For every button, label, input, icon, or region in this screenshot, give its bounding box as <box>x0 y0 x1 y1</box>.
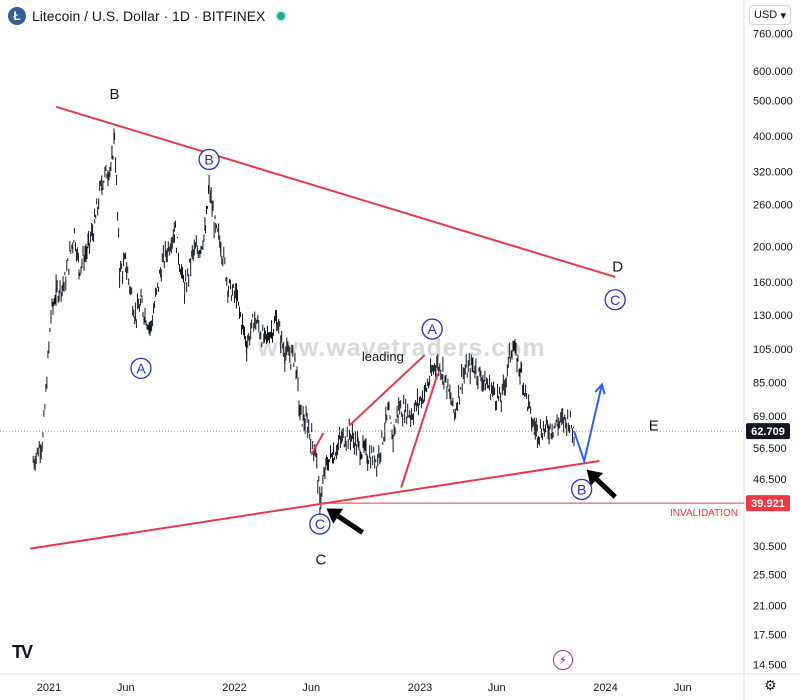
y-tick-label: 25.500 <box>753 570 787 582</box>
y-tick-label: 260.000 <box>753 200 793 212</box>
y-tick-label: 160.000 <box>753 277 793 289</box>
trendline <box>55 105 616 278</box>
y-tick-label: 130.000 <box>753 310 793 322</box>
wave-label: D <box>612 259 623 276</box>
y-tick-label: 600.000 <box>753 66 793 78</box>
y-tick-label: 320.000 <box>753 166 793 178</box>
y-tick-label: 760.000 <box>753 29 793 41</box>
y-tick-label: 30.500 <box>753 541 787 553</box>
y-tick-label: 69.000 <box>753 411 787 423</box>
invalidation-price-tag-bg <box>746 495 790 512</box>
wave-label-circle <box>570 478 593 501</box>
projection-path <box>573 384 603 465</box>
tradingview-logo-icon: TV <box>12 642 33 662</box>
market-status-icon <box>277 12 286 20</box>
wave-label: A <box>136 360 146 376</box>
x-tick-label: 2023 <box>408 682 432 694</box>
y-tick-label: 500.000 <box>753 95 793 107</box>
black-arrow-head <box>586 469 604 486</box>
projection-arrowhead <box>594 382 606 395</box>
gear-icon[interactable]: ⚙ <box>764 677 777 693</box>
wave-label-circle <box>130 357 152 379</box>
x-tick-label: Jun <box>117 682 135 694</box>
trendline <box>348 354 426 427</box>
invalidation-price-tag: 39.921 <box>751 498 785 510</box>
current-price-tag-bg <box>746 423 790 440</box>
y-tick-label: 21.000 <box>753 600 787 612</box>
y-tick-label: 85.000 <box>753 378 787 390</box>
wave-label: E <box>649 417 659 434</box>
watermark: www.wavetraders.com <box>258 334 546 362</box>
trendline <box>400 373 439 488</box>
x-tick-label: 2022 <box>222 682 246 694</box>
wave-label: B <box>110 86 120 103</box>
y-tick-label: 400.000 <box>753 131 793 143</box>
y-tick-label: 105.000 <box>753 344 793 356</box>
chart-header: Ł Litecoin / U.S. Dollar · 1D · BITFINEX <box>8 6 286 26</box>
x-tick-label: 2021 <box>37 682 61 694</box>
symbol-title[interactable]: Litecoin / U.S. Dollar · 1D · BITFINEX <box>32 8 266 24</box>
litecoin-icon: Ł <box>8 7 26 25</box>
wave-label: C <box>315 516 325 532</box>
wave-label: B <box>577 481 586 497</box>
annotation-text: leading <box>362 349 404 364</box>
wave-label-circle <box>604 289 626 311</box>
x-tick-label: Jun <box>674 682 692 694</box>
y-tick-label: 56.500 <box>753 443 787 455</box>
currency-label: USD <box>754 9 778 21</box>
invalidation-label: INVALIDATION <box>670 508 738 519</box>
trendline <box>310 432 325 456</box>
black-arrow-head <box>326 508 344 524</box>
x-tick-label: Jun <box>302 682 320 694</box>
wave-label: C <box>315 552 326 569</box>
lightning-icon[interactable]: ⚡ <box>553 650 573 670</box>
black-arrow-shaft <box>595 477 617 499</box>
current-price-tag: 62.709 <box>751 426 785 438</box>
y-tick-label: 14.500 <box>753 659 787 671</box>
y-tick-label: 200.000 <box>753 241 793 253</box>
currency-selector[interactable]: USD ▾ <box>749 5 791 25</box>
x-tick-label: 2024 <box>593 682 617 694</box>
wave-label-circle <box>421 318 443 340</box>
trendline <box>30 459 600 550</box>
wave-label: C <box>610 292 620 308</box>
black-arrow-shaft <box>336 514 364 535</box>
y-tick-label: 46.500 <box>753 474 787 486</box>
y-tick-label: 17.500 <box>753 630 787 642</box>
chevron-down-icon: ▾ <box>780 9 786 22</box>
wave-label-circle <box>309 513 331 535</box>
x-tick-label: Jun <box>488 682 506 694</box>
wave-label-circle <box>198 148 220 171</box>
wave-label: B <box>204 151 213 167</box>
wave-label: A <box>428 321 438 337</box>
